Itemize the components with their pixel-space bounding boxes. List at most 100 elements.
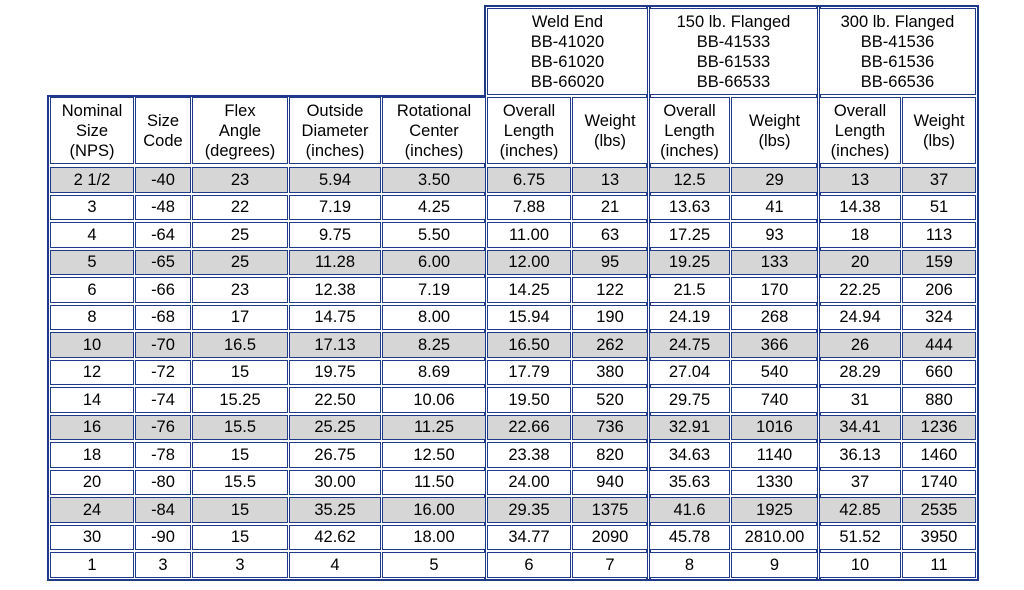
table-cell: 19.25	[649, 249, 730, 275]
column-header: Outside Diameter (inches)	[289, 97, 381, 164]
table-cell: 37	[902, 167, 976, 193]
footer-cell: 8	[649, 552, 730, 578]
table-cell: -76	[135, 414, 191, 440]
table-cell: 1140	[731, 442, 818, 468]
table-cell: 21.5	[649, 277, 730, 303]
table-cell: 15	[192, 359, 288, 385]
table-cell: 63	[572, 222, 648, 248]
table-cell: 122	[572, 277, 648, 303]
table-cell: 22.66	[487, 414, 571, 440]
table-cell: 24.75	[649, 332, 730, 358]
table-cell: 15	[192, 497, 288, 523]
table-cell: 41	[731, 194, 818, 220]
table-cell: 22.50	[289, 387, 381, 413]
footer-cell: 7	[572, 552, 648, 578]
table-cell: 95	[572, 249, 648, 275]
column-header: Nominal Size (NPS)	[50, 97, 134, 164]
table-cell: 13	[572, 167, 648, 193]
table-cell: 880	[902, 387, 976, 413]
table-cell: -40	[135, 167, 191, 193]
table-cell: 206	[902, 277, 976, 303]
table-cell: 15.5	[192, 469, 288, 495]
table-cell: 21	[572, 194, 648, 220]
table-cell: 13	[819, 167, 901, 193]
table-cell: 7.88	[487, 194, 571, 220]
table-cell: 11.25	[382, 414, 486, 440]
table-cell: 17	[192, 304, 288, 330]
table-cell: 51	[902, 194, 976, 220]
footer-cell: 3	[192, 552, 288, 578]
table-cell: 1330	[731, 469, 818, 495]
table-cell: 1460	[902, 442, 976, 468]
table-cell: 29.35	[487, 497, 571, 523]
column-header: Size Code	[135, 97, 191, 164]
table-cell: 736	[572, 414, 648, 440]
table-cell: 190	[572, 304, 648, 330]
table-cell: 24	[50, 497, 134, 523]
table-cell: 15	[192, 524, 288, 550]
table-cell: 34.63	[649, 442, 730, 468]
table-cell: 17.79	[487, 359, 571, 385]
table-cell: 268	[731, 304, 818, 330]
table-cell: 27.04	[649, 359, 730, 385]
table-cell: 29.75	[649, 387, 730, 413]
footer-cell: 6	[487, 552, 571, 578]
footer-cell: 11	[902, 552, 976, 578]
table-cell: 7.19	[382, 277, 486, 303]
table-cell: 5.50	[382, 222, 486, 248]
table-cell: 324	[902, 304, 976, 330]
table-cell: 25	[192, 249, 288, 275]
footer-cell: 9	[731, 552, 818, 578]
table-cell: 820	[572, 442, 648, 468]
column-header: Weight (lbs)	[572, 97, 648, 164]
table-cell: -66	[135, 277, 191, 303]
table-cell: 15.5	[192, 414, 288, 440]
table-cell: 740	[731, 387, 818, 413]
table-cell: 31	[819, 387, 901, 413]
table-cell: -90	[135, 524, 191, 550]
table-cell: 20	[819, 249, 901, 275]
table-cell: 30	[50, 524, 134, 550]
table-cell: 12.50	[382, 442, 486, 468]
table-cell: 37	[819, 469, 901, 495]
table-cell: 4	[50, 222, 134, 248]
table-cell: 4.25	[382, 194, 486, 220]
table-cell: 16.00	[382, 497, 486, 523]
table-cell: 23.38	[487, 442, 571, 468]
footer-cell: 1	[50, 552, 134, 578]
table-cell: 34.77	[487, 524, 571, 550]
table-cell: 34.41	[819, 414, 901, 440]
table-cell: 1925	[731, 497, 818, 523]
table-cell: 5	[50, 249, 134, 275]
table-cell: -64	[135, 222, 191, 248]
table-cell: 159	[902, 249, 976, 275]
table-cell: 113	[902, 222, 976, 248]
table-cell: 15.94	[487, 304, 571, 330]
table-cell: 16.5	[192, 332, 288, 358]
table-cell: 6	[50, 277, 134, 303]
table-cell: 28.29	[819, 359, 901, 385]
group-header: 150 lb. Flanged BB-41533 BB-61533 BB-665…	[649, 8, 818, 95]
column-header: Weight (lbs)	[731, 97, 818, 164]
table-cell: 3	[50, 194, 134, 220]
table-cell: 2 1/2	[50, 167, 134, 193]
column-header: Overall Length (inches)	[819, 97, 901, 164]
group-header: Weld End BB-41020 BB-61020 BB-66020	[487, 8, 648, 95]
table-cell: 1236	[902, 414, 976, 440]
table-cell: 660	[902, 359, 976, 385]
table-cell: 11.28	[289, 249, 381, 275]
table-cell: 41.6	[649, 497, 730, 523]
table-cell: 24.00	[487, 469, 571, 495]
table-cell: 23	[192, 277, 288, 303]
table-cell: 8.00	[382, 304, 486, 330]
table-cell: 45.78	[649, 524, 730, 550]
table-cell: 25	[192, 222, 288, 248]
table-cell: 10.06	[382, 387, 486, 413]
table-cell: 18	[50, 442, 134, 468]
table-cell: 16.50	[487, 332, 571, 358]
table-cell: -65	[135, 249, 191, 275]
table-cell: 2090	[572, 524, 648, 550]
table-cell: -72	[135, 359, 191, 385]
table-cell: 30.00	[289, 469, 381, 495]
table-cell: 26.75	[289, 442, 381, 468]
